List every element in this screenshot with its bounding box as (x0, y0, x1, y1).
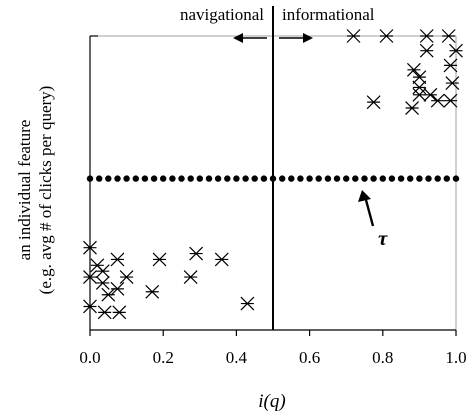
scatter-point-24 (412, 87, 427, 102)
scatter-point-22 (406, 62, 421, 77)
threshold-dot (123, 175, 130, 182)
scatter-point-33 (443, 93, 458, 108)
threshold-dot (324, 175, 332, 182)
tau-arrow-head (358, 190, 371, 202)
threshold-dot (233, 175, 240, 182)
scatter-point-23 (412, 70, 427, 85)
y-axis-label: an individual feature (e.g. avg # of cli… (15, 86, 55, 295)
threshold-dot (141, 175, 149, 182)
scatter-point-16 (214, 252, 229, 267)
scatter-point-5 (95, 276, 110, 290)
scatter-point-19 (366, 95, 381, 110)
scatter-point-15 (189, 246, 204, 261)
threshold-dot (379, 175, 386, 182)
threshold-dot (150, 175, 158, 182)
points-layer (83, 29, 463, 320)
threshold-dot (196, 175, 203, 182)
threshold-dot (407, 175, 414, 182)
scatter-point-18 (346, 29, 361, 43)
threshold-dot (288, 175, 295, 182)
ticks-layer: 0.0 0.2 0.4 0.6 0.8 1.0 (79, 330, 467, 367)
scatter-point-7 (101, 287, 116, 302)
threshold-dot (279, 175, 286, 182)
scatter-point-14 (183, 270, 198, 285)
threshold-layer (86, 175, 460, 227)
x-tick-label: 1.0 (445, 348, 466, 367)
scatter-point-32 (445, 76, 460, 90)
threshold-dot (443, 175, 450, 182)
informational-label: informational (282, 5, 375, 24)
threshold-dot (224, 175, 231, 182)
threshold-dot (178, 175, 185, 182)
scatter-point-4 (95, 264, 110, 279)
threshold-dot (333, 175, 341, 182)
threshold-dot (315, 175, 322, 182)
divider-layer (233, 6, 313, 330)
threshold-dot (187, 175, 194, 182)
scatter-point-31 (443, 58, 458, 73)
scatter-point-0 (83, 240, 97, 255)
threshold-dot (416, 175, 423, 182)
x-tick-label: 0.4 (226, 348, 248, 367)
threshold-dot (361, 175, 368, 182)
scatter-point-1 (83, 270, 97, 285)
threshold-dot (105, 175, 112, 182)
threshold-dot (388, 175, 396, 182)
x-tick-label: 0.0 (79, 348, 100, 367)
scatter-point-29 (430, 93, 445, 108)
threshold-dot (114, 175, 121, 182)
x-axis-label: i(q) (258, 391, 285, 412)
scatter-point-26 (419, 43, 434, 58)
threshold-dot (425, 175, 432, 182)
threshold-dot (452, 175, 460, 182)
scatter-point-25 (412, 80, 427, 95)
threshold-dot (214, 175, 222, 182)
threshold-dot (86, 175, 94, 182)
threshold-dot (297, 175, 304, 182)
right-arrow-head (303, 33, 313, 43)
scatter-point-2 (83, 299, 97, 314)
threshold-dot (397, 175, 405, 182)
x-tick-label: 0.2 (153, 348, 174, 367)
tau-arrow-shaft (364, 199, 375, 227)
threshold-dot (242, 175, 249, 182)
scatter-point-21 (405, 101, 420, 115)
scatter-point-30 (441, 29, 456, 43)
threshold-dot (352, 175, 359, 182)
y-axis-label-line1: an individual feature (15, 120, 34, 261)
scatter-point-8 (110, 252, 125, 267)
threshold-dot (343, 175, 350, 182)
navigational-label: navigational (180, 5, 264, 24)
threshold-dot (160, 175, 167, 182)
scatter-point-28 (423, 87, 438, 102)
scatter-point-11 (119, 270, 134, 285)
threshold-dot (370, 175, 377, 182)
threshold-dot (434, 175, 441, 182)
threshold-dot (306, 175, 313, 182)
scatter-point-12 (145, 284, 160, 299)
threshold-dot (96, 175, 103, 182)
scatter-point-34 (449, 43, 463, 58)
threshold-dot (132, 175, 139, 182)
scatter-point-13 (152, 252, 167, 267)
x-tick-label: 0.6 (299, 348, 320, 367)
scatter-point-6 (97, 305, 112, 320)
scatter-point-17 (240, 296, 255, 311)
scatter-point-10 (112, 305, 127, 320)
threshold-dot (269, 175, 277, 182)
scatter-point-9 (110, 281, 125, 296)
left-arrow-head (233, 33, 243, 43)
x-tick-label: 0.8 (372, 348, 393, 367)
scatter-point-20 (379, 29, 394, 43)
threshold-dot (260, 175, 268, 182)
threshold-dot (251, 175, 258, 182)
scatter-point-27 (419, 29, 434, 43)
threshold-dot (205, 175, 213, 182)
threshold-dot (169, 175, 176, 182)
y-axis-label-line2: (e.g. avg # of clicks per query) (36, 86, 55, 295)
threshold-tau-label: τ (378, 226, 388, 250)
